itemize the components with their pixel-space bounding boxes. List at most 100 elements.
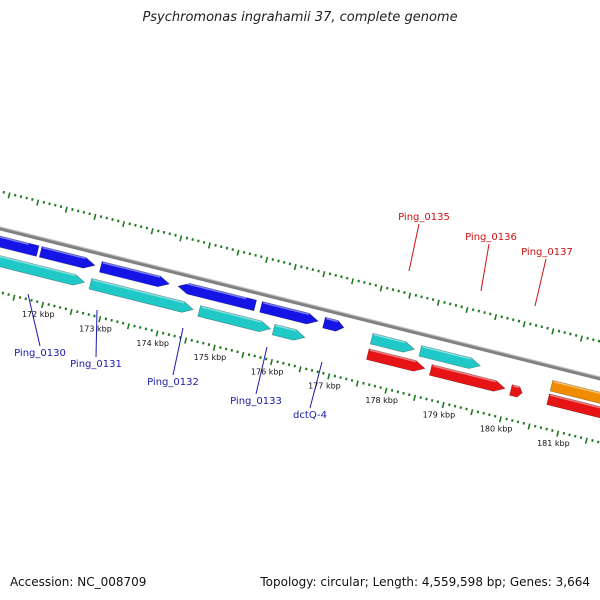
tick-mark bbox=[220, 245, 223, 249]
ruler-label: 181 kbp bbox=[537, 439, 570, 448]
tick-mark bbox=[126, 323, 130, 330]
cds-feature[interactable] bbox=[322, 316, 345, 332]
tick-mark bbox=[534, 323, 538, 327]
cds-arrow[interactable] bbox=[38, 246, 96, 269]
cds-arrow[interactable] bbox=[549, 379, 600, 404]
gene-label[interactable]: Ping_0137 bbox=[521, 247, 573, 258]
tick-mark bbox=[207, 242, 211, 249]
cds-arrow[interactable] bbox=[177, 283, 257, 312]
cds-arrow[interactable] bbox=[369, 332, 416, 353]
feature-track[interactable] bbox=[0, 228, 600, 419]
cds-feature[interactable] bbox=[0, 228, 40, 257]
gene-label[interactable]: Ping_0132 bbox=[147, 377, 199, 388]
cds-highlight bbox=[432, 365, 497, 383]
tick-mark bbox=[350, 378, 354, 382]
cds-feature[interactable] bbox=[99, 261, 171, 288]
tick-mark bbox=[562, 431, 566, 435]
cds-feature[interactable] bbox=[509, 384, 523, 398]
gene-label[interactable]: Ping_0136 bbox=[465, 232, 517, 243]
tick-mark bbox=[367, 383, 371, 387]
tick-mark bbox=[574, 434, 577, 438]
ruler-label: 180 kbp bbox=[480, 425, 513, 434]
tick-mark bbox=[592, 338, 595, 342]
cds-arrow[interactable] bbox=[0, 246, 86, 286]
tick-mark bbox=[557, 329, 561, 333]
cds-arrow[interactable] bbox=[366, 348, 426, 372]
cds-arrow[interactable] bbox=[271, 323, 306, 341]
tick-mark bbox=[470, 409, 474, 416]
tick-mark bbox=[36, 199, 40, 206]
cds-feature[interactable] bbox=[369, 332, 416, 353]
tick-mark bbox=[436, 400, 440, 404]
cds-arrow[interactable] bbox=[546, 393, 600, 419]
tick-mark bbox=[201, 341, 205, 345]
cds-feature[interactable] bbox=[197, 305, 272, 332]
cds-arrow[interactable] bbox=[99, 261, 171, 288]
tick-mark bbox=[396, 390, 400, 394]
tick-mark bbox=[12, 294, 16, 301]
cds-arrow[interactable] bbox=[428, 364, 506, 392]
tick-mark bbox=[241, 351, 245, 359]
tick-mark bbox=[363, 281, 366, 284]
tick-mark bbox=[242, 250, 246, 254]
tick-mark bbox=[265, 256, 269, 263]
cds-arrow[interactable] bbox=[322, 316, 345, 332]
cds-feature[interactable] bbox=[259, 301, 319, 325]
cds-feature[interactable] bbox=[546, 393, 600, 419]
tick-mark bbox=[374, 283, 378, 287]
tick-mark bbox=[184, 337, 188, 344]
tick-mark bbox=[7, 293, 10, 297]
cds-arrow[interactable] bbox=[0, 230, 40, 257]
tick-mark bbox=[574, 333, 578, 337]
cds-feature[interactable] bbox=[38, 246, 96, 269]
accession-label: Accession: NC_008709 bbox=[10, 575, 147, 589]
tick-mark bbox=[500, 315, 504, 319]
gene-label[interactable]: Ping_0135 bbox=[398, 212, 450, 223]
tick-mark bbox=[328, 272, 332, 276]
cds-feature[interactable] bbox=[177, 281, 257, 312]
cds-feature[interactable] bbox=[88, 278, 195, 313]
cds-arrow[interactable] bbox=[88, 278, 195, 313]
gene-label[interactable]: Ping_0133 bbox=[230, 396, 282, 407]
cds-feature[interactable] bbox=[418, 345, 481, 369]
tick-mark bbox=[506, 316, 509, 320]
cds-feature[interactable] bbox=[271, 323, 306, 341]
tick-mark bbox=[59, 205, 63, 209]
tick-mark bbox=[254, 253, 257, 257]
cds-arrow[interactable] bbox=[509, 384, 523, 398]
gene-label[interactable]: Ping_0130 bbox=[14, 348, 66, 359]
gene-labels[interactable]: Ping_0130 Ping_0131 Ping_0132 Ping_0133 dctQ… bbox=[14, 212, 573, 421]
cds-arrow[interactable] bbox=[259, 301, 319, 325]
gene-leader-line bbox=[27, 293, 41, 347]
tick-mark bbox=[122, 220, 126, 228]
tick-mark bbox=[230, 348, 234, 352]
cds-feature[interactable] bbox=[428, 364, 506, 392]
tick-mark bbox=[539, 426, 543, 430]
cds-feature[interactable] bbox=[549, 379, 600, 404]
tick-mark bbox=[197, 239, 200, 243]
tick-mark bbox=[579, 436, 583, 440]
tick-mark bbox=[465, 306, 469, 314]
ruler-label: 174 kbp bbox=[136, 339, 169, 348]
tick-mark bbox=[207, 343, 211, 347]
cds-feature[interactable] bbox=[0, 246, 86, 286]
tick-mark bbox=[264, 357, 268, 361]
tick-mark bbox=[379, 285, 383, 292]
tick-mark bbox=[248, 252, 252, 256]
cds-arrow[interactable] bbox=[197, 305, 272, 332]
tick-mark bbox=[545, 427, 548, 431]
tick-mark bbox=[298, 366, 302, 373]
gene-label[interactable]: Ping_0131 bbox=[70, 359, 122, 370]
cds-arrow[interactable] bbox=[418, 345, 481, 369]
ruler-label: 178 kbp bbox=[365, 396, 398, 405]
tick-mark bbox=[53, 304, 56, 308]
cds-feature[interactable] bbox=[366, 348, 426, 372]
tick-mark bbox=[293, 364, 297, 368]
gene-label[interactable]: dctQ-4 bbox=[293, 410, 327, 421]
ruler-label: 179 kbp bbox=[423, 410, 456, 419]
tick-mark bbox=[116, 320, 119, 324]
cds-highlight bbox=[102, 261, 161, 278]
gene-label-leaders bbox=[27, 223, 547, 409]
tick-mark bbox=[459, 406, 463, 410]
